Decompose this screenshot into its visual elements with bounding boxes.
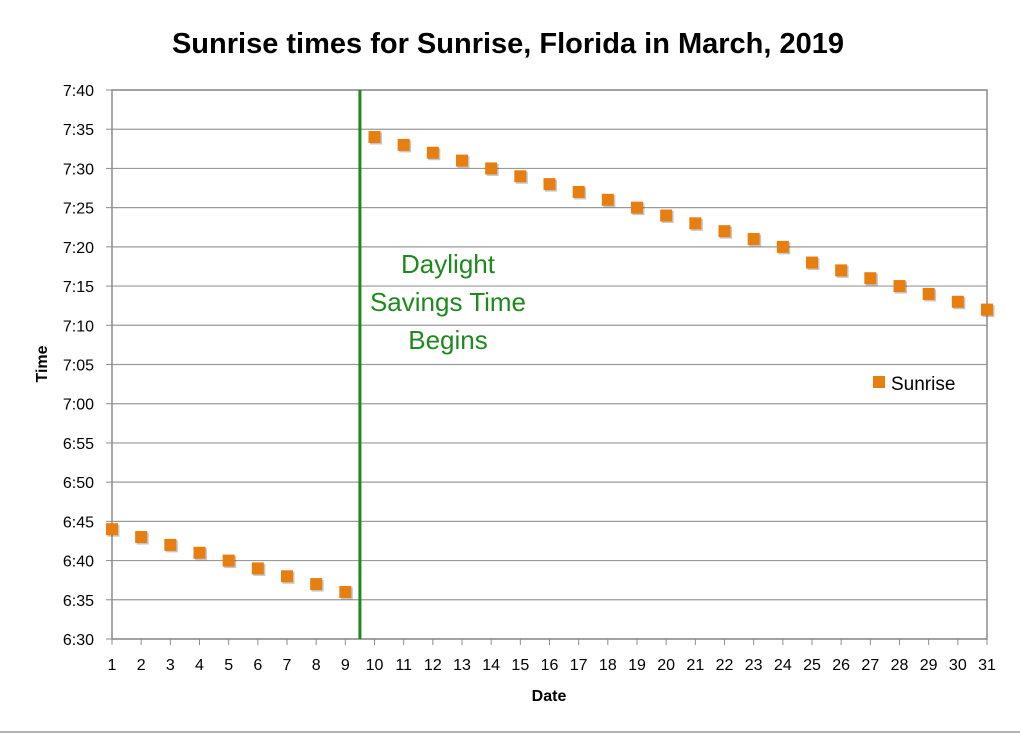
data-point-day-30	[951, 295, 964, 308]
y-tick-label: 6:40	[63, 554, 94, 571]
x-tick-label: 29	[920, 657, 938, 674]
x-tick-label: 9	[341, 657, 350, 674]
x-tick-label: 23	[745, 657, 763, 674]
x-tick-label: 19	[628, 657, 646, 674]
x-tick-label: 6	[253, 657, 262, 674]
y-tick-label: 6:45	[63, 514, 94, 531]
data-point-day-22	[718, 225, 731, 238]
x-tick-label: 3	[166, 657, 175, 674]
data-point-day-15	[514, 170, 527, 183]
x-tick-label: 1	[108, 657, 117, 674]
chart-title: Sunrise times for Sunrise, Florida in Ma…	[172, 28, 844, 60]
x-tick-label: 11	[395, 657, 412, 674]
plot-area-border	[111, 89, 988, 640]
x-tick-label: 17	[570, 657, 588, 674]
data-point-day-8	[310, 578, 323, 591]
data-point-day-9	[339, 585, 352, 598]
data-point-day-13	[456, 154, 468, 167]
y-tick-label: 7:35	[63, 122, 94, 139]
x-tick-label: 26	[832, 657, 850, 674]
data-point-day-27	[864, 272, 877, 285]
x-axis-ticks: 1 2 3 4 5 6 7 8 9 10 11 12 13 14 15 16 17 18 19 20 21 22 23 24 2…	[108, 639, 996, 674]
x-tick-label: 16	[541, 657, 559, 674]
y-tick-label: 7:05	[63, 358, 94, 375]
x-tick-label: 28	[891, 657, 909, 674]
x-tick-label: 24	[774, 657, 792, 674]
legend-label: Sunrise	[891, 374, 955, 395]
y-tick-label: 6:50	[63, 475, 94, 492]
data-point-day-7	[281, 570, 293, 583]
data-point-day-23	[747, 233, 760, 246]
y-tick-label: 7:15	[63, 279, 94, 296]
y-axis-ticks: 6:30 6:35 6:40 6:45 6:50 6:55 7:00 7:05 7:10 7:15…	[63, 83, 112, 649]
sunrise-series	[106, 131, 995, 600]
data-point-day-3	[164, 538, 177, 551]
x-tick-label: 7	[283, 657, 292, 674]
y-tick-label: 7:20	[63, 240, 94, 257]
x-tick-label: 27	[861, 657, 879, 674]
legend-swatch	[873, 376, 885, 388]
data-point-day-28	[893, 280, 906, 293]
bottom-rule	[0, 731, 1020, 733]
x-tick-label: 13	[453, 657, 471, 674]
x-tick-label: 31	[978, 657, 996, 674]
dst-annotation-line: Begins	[408, 325, 488, 355]
dst-annotation: Daylight Savings Time Begins	[370, 249, 526, 355]
y-axis-label: Time	[34, 345, 51, 382]
x-tick-label: 5	[224, 657, 233, 674]
data-point-day-20	[660, 209, 673, 222]
y-tick-label: 6:55	[63, 436, 94, 453]
legend: Sunrise	[873, 374, 955, 395]
data-point-day-26	[835, 264, 848, 277]
y-tick-label: 6:30	[63, 632, 94, 649]
x-tick-label: 2	[137, 657, 146, 674]
dst-annotation-line: Daylight	[401, 249, 496, 279]
dst-annotation-line: Savings Time	[370, 287, 526, 317]
data-point-day-4	[193, 546, 206, 559]
x-tick-label: 21	[686, 657, 704, 674]
data-point-day-17	[572, 185, 585, 198]
y-tick-label: 7:10	[63, 318, 94, 335]
x-tick-label: 12	[424, 657, 442, 674]
x-tick-label: 4	[195, 657, 204, 674]
data-point-day-21	[689, 217, 702, 230]
y-tick-label: 7:25	[63, 201, 94, 218]
data-point-day-14	[485, 162, 498, 175]
data-point-day-25	[806, 256, 818, 269]
data-point-day-6	[251, 562, 264, 575]
x-tick-label: 25	[803, 657, 821, 674]
y-tick-label: 7:40	[63, 83, 94, 100]
data-point-day-18	[601, 193, 614, 206]
x-tick-label: 30	[949, 657, 967, 674]
gridlines	[112, 89, 987, 640]
data-point-day-5	[222, 554, 235, 567]
y-tick-label: 6:35	[63, 593, 94, 610]
x-tick-label: 20	[657, 657, 675, 674]
y-tick-label: 7:30	[63, 161, 94, 178]
data-point-day-1	[106, 523, 118, 536]
data-point-day-29	[922, 287, 935, 300]
x-tick-label: 22	[716, 657, 734, 674]
x-tick-label: 8	[312, 657, 321, 674]
data-point-day-11	[397, 138, 410, 151]
x-axis-label: Date	[532, 688, 567, 705]
data-point-day-2	[135, 531, 148, 544]
x-tick-label: 14	[482, 657, 500, 674]
y-tick-label: 7:00	[63, 397, 94, 414]
x-tick-label: 18	[599, 657, 617, 674]
data-point-day-16	[543, 178, 556, 191]
data-point-day-12	[426, 146, 439, 159]
data-point-day-10	[368, 131, 381, 144]
data-point-day-31	[981, 303, 993, 316]
x-tick-label: 10	[366, 657, 384, 674]
data-point-day-19	[631, 201, 643, 214]
data-point-day-24	[776, 240, 789, 253]
x-tick-label: 15	[511, 657, 529, 674]
